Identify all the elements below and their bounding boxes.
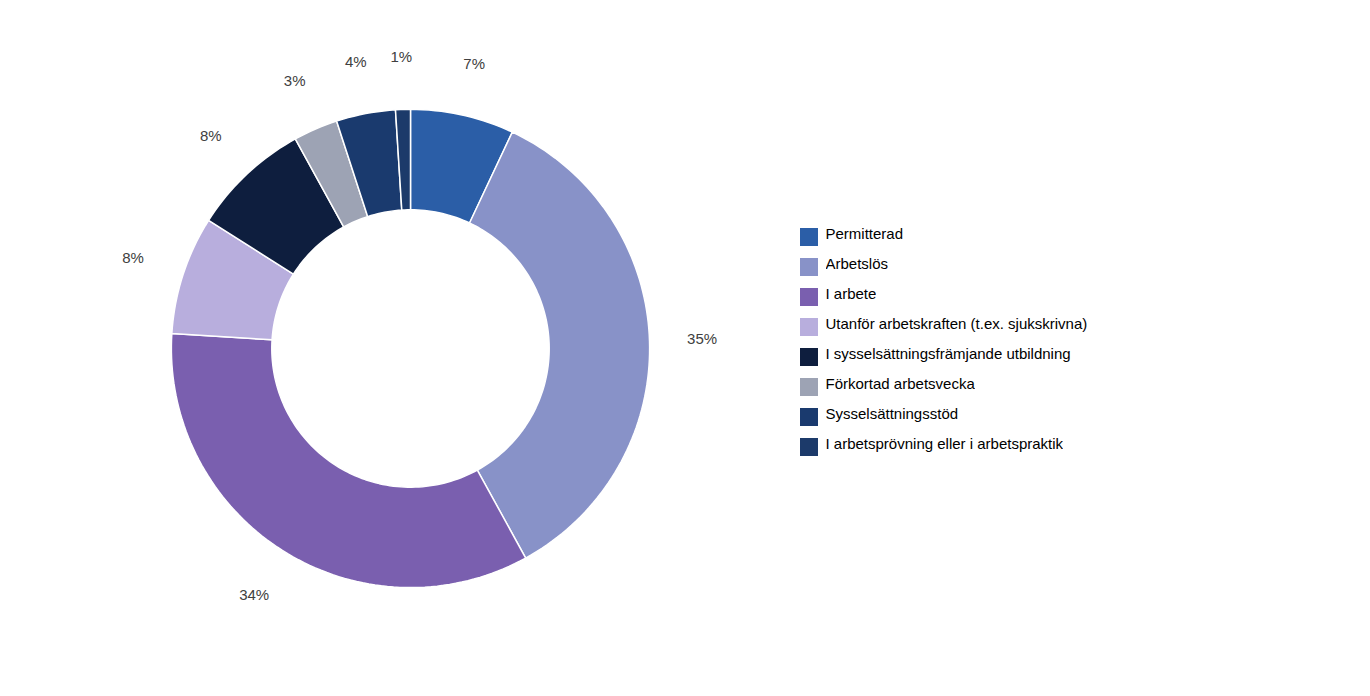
html-text:I sysselsättningsfrämjande utb: I sysselsättningsfrämjande utbildning	[825, 345, 1071, 362]
svg-text:8%: 8%	[200, 127, 222, 144]
html-text:I arbetsprövning eller i arbet: I arbetsprövning eller i arbetspraktik	[825, 435, 1064, 452]
svg-text:8%: 8%	[122, 249, 144, 266]
svg-text:7%: 7%	[463, 55, 485, 72]
html-text:Utanför arbetskraften (t.ex. s: Utanför arbetskraften (t.ex. sjukskrivna…	[825, 315, 1088, 332]
html-text:Permitterad: Permitterad	[825, 225, 903, 242]
html-text:Förkortad arbetsvecka: Förkortad arbetsvecka	[825, 375, 975, 392]
svg-text:4%: 4%	[345, 53, 367, 70]
html-text:I arbete: I arbete	[825, 285, 877, 302]
svg-text:35%: 35%	[687, 330, 717, 347]
svg-text:1%: 1%	[390, 48, 412, 65]
svg-text:3%: 3%	[284, 72, 306, 89]
svg-text:34%: 34%	[239, 586, 269, 603]
html-text:Sysselsättningsstöd: Sysselsättningsstöd	[825, 405, 959, 422]
html-text:Arbetslös: Arbetslös	[825, 255, 888, 272]
